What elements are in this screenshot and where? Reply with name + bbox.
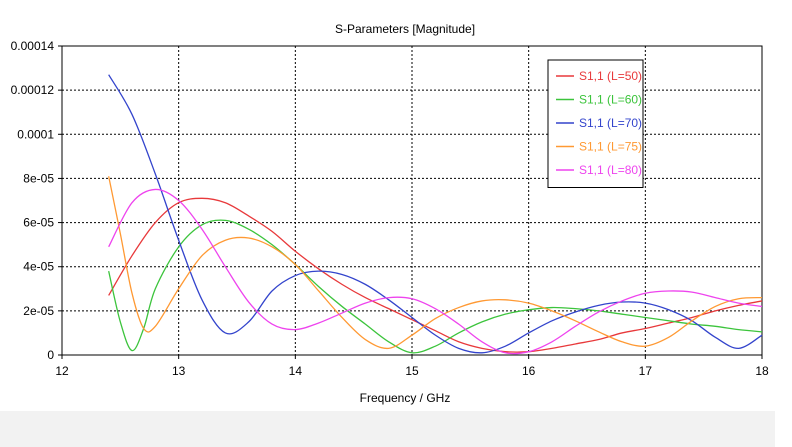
y-tick-label: 0.0001: [17, 127, 54, 141]
y-tick-label: 0: [47, 348, 54, 362]
y-tick-label: 6e-05: [23, 216, 54, 230]
series-line-1: [108, 197, 763, 353]
x-tick-label: 15: [405, 364, 419, 378]
series-line-4: [108, 176, 763, 350]
x-tick-label: 12: [55, 364, 69, 378]
series-line-3: [108, 74, 763, 354]
legend-label-4: S1,1 (L=75): [579, 140, 642, 154]
y-tick-label: 8e-05: [23, 171, 54, 185]
legend-label-1: S1,1 (L=50): [579, 69, 642, 83]
legend-label-5: S1,1 (L=80): [579, 163, 642, 177]
y-tick-label: 4e-05: [23, 260, 54, 274]
x-axis-label: Frequency / GHz: [360, 391, 451, 405]
y-tick-label: 0.00012: [11, 83, 55, 97]
chart-title: S-Parameters [Magnitude]: [335, 22, 475, 36]
x-tick-label: 13: [172, 364, 186, 378]
legend: S1,1 (L=50) S1,1 (L=60) S1,1 (L=70) S1,1 (L…: [547, 59, 644, 188]
legend-label-2: S1,1 (L=60): [579, 93, 642, 107]
x-tick-label: 16: [522, 364, 536, 378]
legend-label-3: S1,1 (L=70): [579, 116, 642, 130]
series-layer: [108, 74, 763, 355]
bottom-strip: [0, 411, 775, 447]
x-tick-label: 17: [639, 364, 653, 378]
series-line-5: [108, 188, 763, 355]
y-tick-label: 2e-05: [23, 304, 54, 318]
y-tick-label: 0.00014: [11, 39, 55, 53]
x-tick-label: 14: [289, 364, 303, 378]
series-line-2: [108, 219, 763, 354]
x-tick-label: 18: [755, 364, 769, 378]
axes-layer: 12 13 14 15 16 17 18 0 2e-05 4e-05 6e-05 8e-05 0.000…: [11, 39, 769, 378]
